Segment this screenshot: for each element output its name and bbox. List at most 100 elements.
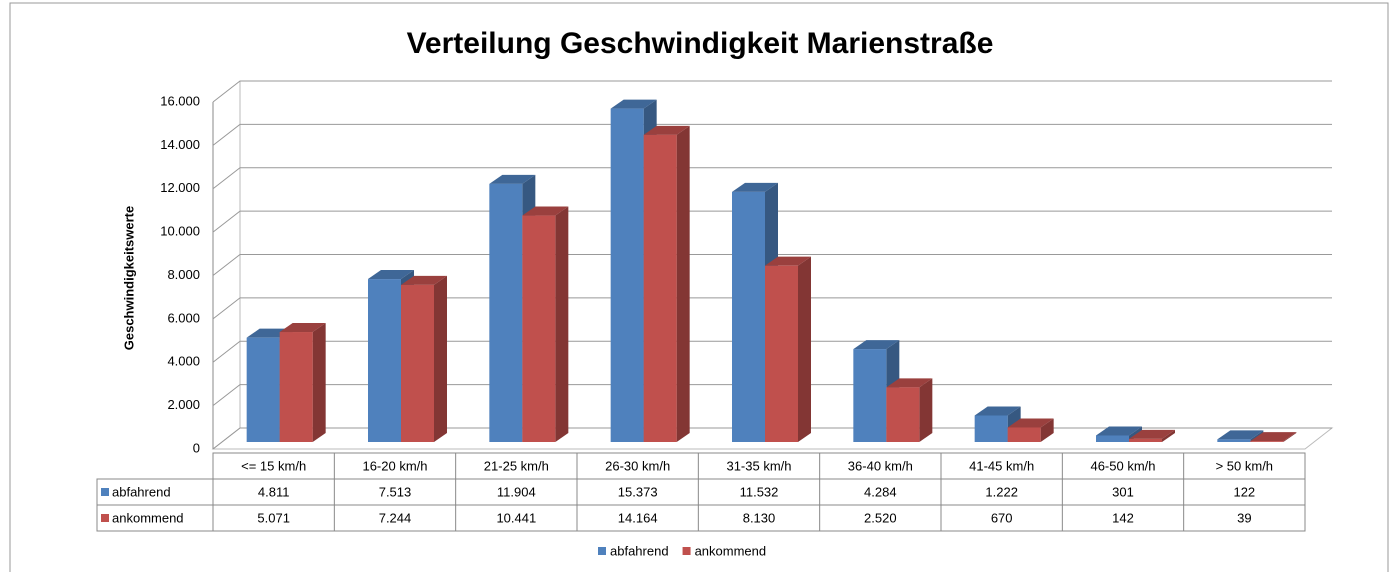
bar-top [853, 340, 900, 350]
bar [1129, 438, 1162, 442]
table-cell: 14.164 [618, 510, 658, 525]
legend-label: abfahrend [610, 543, 669, 558]
y-tick-label: 14.000 [160, 137, 200, 152]
grid-line [212, 384, 1332, 407]
legend-swatch [682, 547, 691, 555]
bar [1007, 427, 1041, 442]
bar [246, 337, 280, 442]
y-tick-label: 12.000 [160, 180, 200, 195]
x-tick-label: 46-50 km/h [1090, 458, 1155, 473]
table-legend-key [101, 514, 109, 522]
legend-swatch [598, 547, 606, 555]
bar-top [765, 256, 811, 266]
bar-top [1217, 430, 1264, 440]
x-tick-label: > 50 km/h [1216, 458, 1273, 473]
bar [489, 183, 523, 442]
bar [1096, 435, 1129, 442]
bar-top [401, 275, 447, 285]
bar-top [1250, 432, 1297, 442]
bar [732, 191, 765, 442]
bar [279, 332, 313, 442]
bar-side [1162, 429, 1175, 442]
grid-line [212, 297, 1332, 320]
table-row-label: ankommend [112, 510, 184, 525]
grid-line [212, 340, 1332, 363]
bar [974, 415, 1008, 442]
grid-line [212, 210, 1332, 233]
legend-label: ankommend [695, 543, 767, 558]
bar-side [312, 323, 326, 442]
table-cell: 1.222 [985, 484, 1018, 499]
table-row-label: abfahrend [112, 484, 171, 499]
x-tick-label: 16-20 km/h [362, 458, 427, 473]
x-tick-label: <= 15 km/h [241, 458, 306, 473]
table-cell: 8.130 [743, 510, 776, 525]
bar-top [368, 270, 414, 280]
bar-side [555, 206, 569, 442]
table-cell: 142 [1112, 510, 1134, 525]
table-cell: 670 [991, 510, 1013, 525]
table-cell: 7.244 [379, 510, 412, 525]
x-tick-label: 36-40 km/h [848, 458, 913, 473]
grid-line [212, 427, 1332, 450]
bar [1250, 441, 1284, 442]
table-row [96, 504, 1306, 532]
table-cell: 4.811 [258, 484, 290, 499]
bar-top [1129, 429, 1175, 439]
bar-top [643, 125, 690, 135]
bar-top [522, 206, 569, 216]
x-tick-label: 21-25 km/h [484, 458, 549, 473]
y-tick-label: 16.000 [160, 93, 200, 108]
bar [401, 284, 434, 442]
bar-side [798, 256, 811, 442]
x-tick-label: 31-35 km/h [726, 458, 791, 473]
table-cell: 4.284 [864, 484, 897, 499]
y-tick-label: 6.000 [167, 310, 200, 325]
bar-top [886, 378, 933, 388]
bar-top [489, 174, 536, 184]
y-tick-label: 8.000 [167, 267, 200, 282]
bar-side [919, 378, 933, 442]
x-tick-label: 26-30 km/h [605, 458, 670, 473]
bar-top [974, 406, 1021, 416]
table-cell: 15.373 [618, 484, 658, 499]
bar-side [1283, 432, 1297, 442]
bar-top [1096, 426, 1142, 436]
bar-side [676, 125, 690, 443]
bar [1217, 439, 1251, 442]
table-cell: 39 [1237, 510, 1251, 525]
table-cell: 10.441 [496, 510, 536, 525]
table-cell: 122 [1233, 484, 1255, 499]
grid-line [212, 123, 1332, 146]
table-cell: 2.520 [864, 510, 897, 525]
bar [886, 387, 920, 442]
bar-side [434, 275, 447, 442]
chart-frame [9, 2, 1389, 577]
grid-line [212, 254, 1332, 276]
grid-line [212, 167, 1332, 190]
bar [765, 265, 798, 442]
x-tick-label: 41-45 km/h [969, 458, 1034, 473]
y-tick-label: 4.000 [167, 354, 200, 369]
table-cell: 11.904 [497, 484, 536, 499]
bar-top [279, 323, 326, 333]
bar-top [610, 99, 657, 109]
table-cell: 301 [1112, 484, 1134, 499]
table-cell: 11.532 [740, 484, 779, 499]
table-legend-key [101, 488, 109, 496]
bar [643, 134, 677, 443]
y-tick-label: 10.000 [160, 224, 200, 239]
grid-line [212, 80, 1332, 103]
y-axis-label: Geschwindigkeitswerte [121, 206, 136, 351]
table-cell: 5.071 [257, 510, 290, 525]
bar-top [1007, 418, 1054, 428]
y-tick-label: 0 [193, 440, 200, 455]
bar [522, 215, 556, 442]
bar [853, 349, 887, 442]
y-tick-label: 2.000 [167, 397, 200, 412]
chart-title: Verteilung Geschwindigkeit Marienstraße [407, 27, 994, 60]
table-cell: 7.513 [379, 484, 412, 499]
bar-side [1040, 418, 1054, 442]
bar [368, 279, 401, 442]
